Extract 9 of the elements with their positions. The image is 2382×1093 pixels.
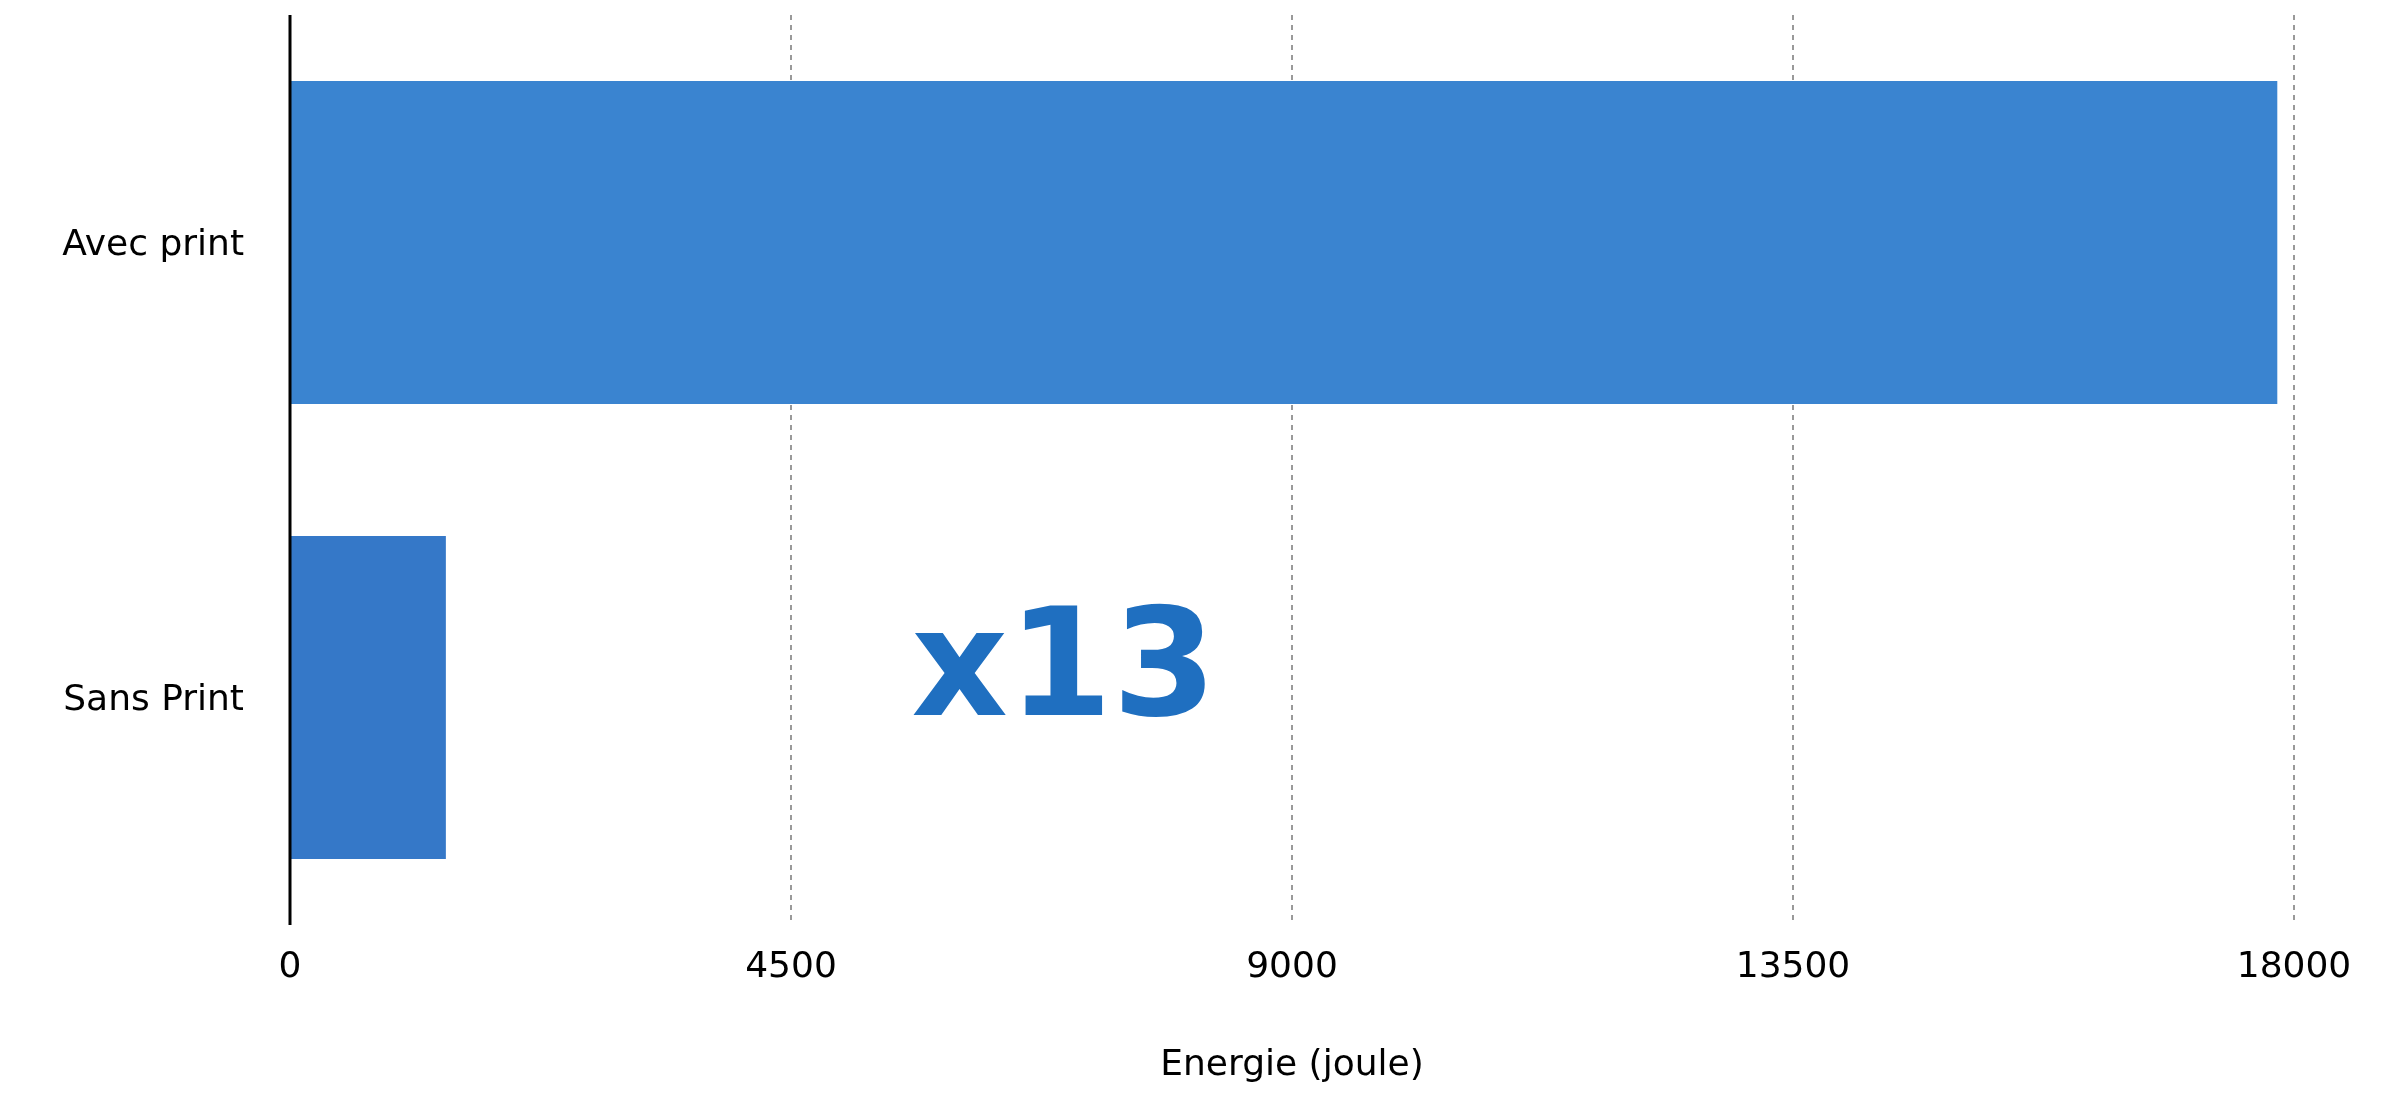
x-tick-label: 0 bbox=[278, 943, 302, 985]
x-axis-title: Energie (joule) bbox=[1160, 1042, 1424, 1083]
x-tick-label: 13500 bbox=[1735, 943, 1851, 985]
x-tick-label: 9000 bbox=[1246, 943, 1338, 985]
y-tick-label: Sans Print bbox=[63, 677, 244, 719]
x-tick-label: 18000 bbox=[2236, 943, 2352, 985]
annotation: x13 bbox=[911, 576, 1217, 751]
y-tick-label: Avec print bbox=[62, 222, 244, 264]
x-tick-label: 4500 bbox=[745, 943, 837, 985]
